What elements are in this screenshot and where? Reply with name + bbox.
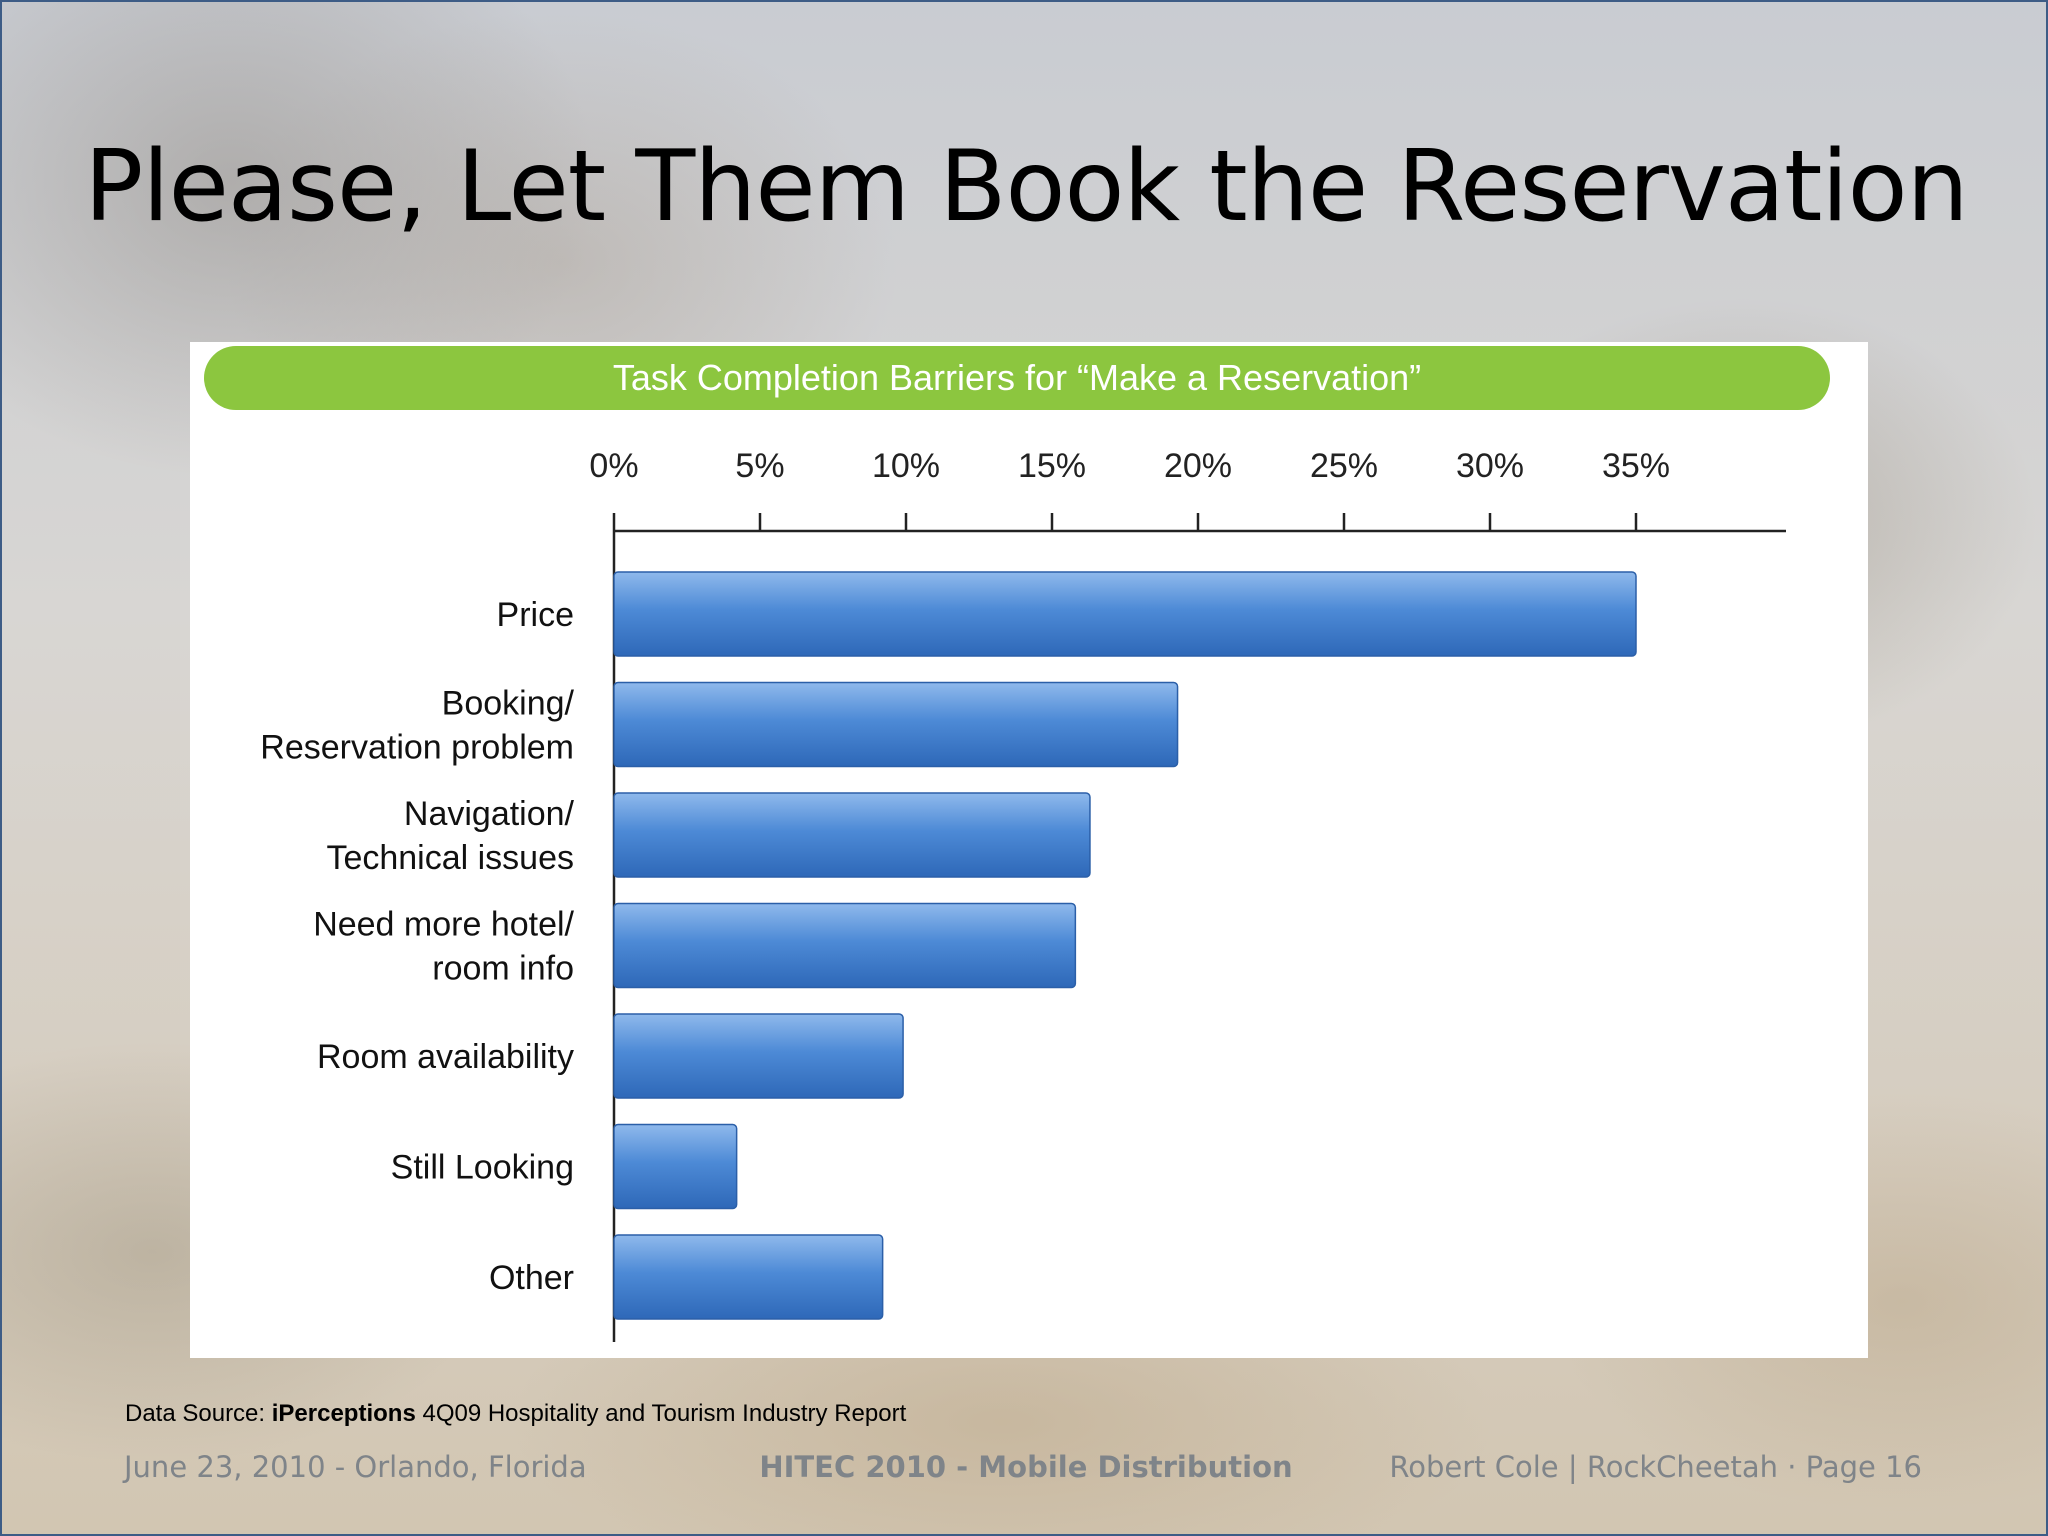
chart-panel: Task Completion Barriers for “Make a Res… bbox=[190, 342, 1868, 1358]
source-prefix: Data Source: bbox=[125, 1400, 272, 1427]
x-tick-label: 5% bbox=[735, 447, 784, 485]
category-label: Technical issues bbox=[326, 839, 574, 877]
category-label: Booking/ bbox=[442, 685, 575, 723]
bar bbox=[613, 1234, 884, 1320]
source-rest: 4Q09 Hospitality and Tourism Industry Re… bbox=[415, 1400, 907, 1427]
category-label: Other bbox=[489, 1259, 574, 1297]
category-label: Reservation problem bbox=[260, 729, 574, 767]
x-tick-label: 30% bbox=[1456, 447, 1524, 485]
bar bbox=[613, 902, 1077, 989]
category-label: Price bbox=[497, 596, 574, 634]
x-tick-label: 35% bbox=[1602, 447, 1670, 485]
bar bbox=[613, 1123, 738, 1210]
x-tick-label: 0% bbox=[589, 447, 638, 485]
slide-title: Please, Let Them Book the Reservation bbox=[84, 130, 1968, 244]
bar-chart: Task Completion Barriers for “Make a Res… bbox=[204, 346, 1830, 1342]
category-label: Room availability bbox=[317, 1038, 574, 1076]
x-tick-label: 20% bbox=[1164, 447, 1232, 485]
category-label: Navigation/ bbox=[404, 795, 575, 833]
source-name: iPerceptions bbox=[271, 1400, 416, 1427]
bar bbox=[613, 792, 1091, 878]
footer-date: June 23, 2010 - Orlando, Florida bbox=[124, 1450, 587, 1484]
footer-event: HITEC 2010 - Mobile Distribution bbox=[759, 1450, 1293, 1484]
category-label: Need more hotel/ bbox=[313, 906, 574, 944]
data-source-note: Data Source: iPerceptions 4Q09 Hospitali… bbox=[125, 1400, 906, 1428]
footer-author-page: Robert Cole | RockCheetah · Page 16 bbox=[1389, 1450, 1922, 1484]
bar bbox=[613, 1013, 904, 1099]
chart-title: Task Completion Barriers for “Make a Res… bbox=[613, 357, 1421, 398]
bar bbox=[613, 681, 1179, 768]
x-tick-label: 15% bbox=[1018, 447, 1086, 485]
category-label: Still Looking bbox=[391, 1149, 574, 1187]
chart-title-banner bbox=[204, 346, 1830, 410]
bar bbox=[613, 571, 1637, 657]
x-tick-label: 10% bbox=[872, 447, 940, 485]
category-label: room info bbox=[432, 950, 574, 988]
x-tick-label: 25% bbox=[1310, 447, 1378, 485]
